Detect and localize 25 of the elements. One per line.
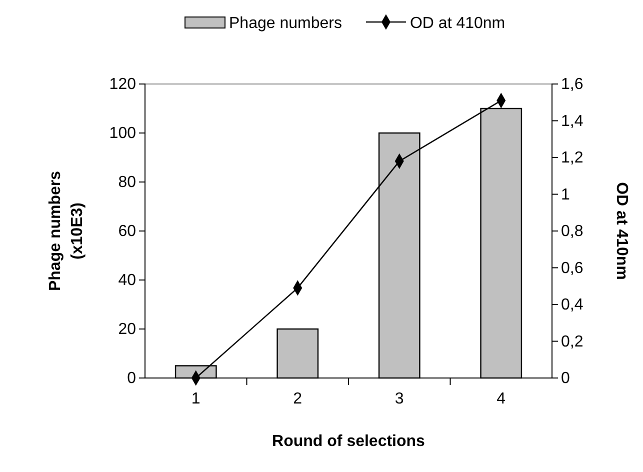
y2-tick-label: 0,6 <box>561 260 584 277</box>
y-tick-label: 20 <box>118 321 136 338</box>
x-tick-label: 3 <box>394 390 404 408</box>
x-tick-label: 1 <box>191 390 200 408</box>
y2-tick-label: 1,2 <box>561 150 584 167</box>
y2-tick-label: 0,2 <box>561 333 584 350</box>
y2-tick-label: 0,4 <box>561 296 584 314</box>
y-tick-label: 100 <box>109 125 136 142</box>
y2-tick-label: 0 <box>561 370 570 388</box>
x-axis-title: Round of selections <box>272 433 426 450</box>
y2-tick-label: 1,6 <box>561 76 584 94</box>
y-tick-label: 80 <box>118 174 136 192</box>
x-tick-label: 2 <box>293 390 302 408</box>
y-axis-title: Phage numbers (x10E3) <box>47 170 86 292</box>
y-tick-label: 40 <box>118 272 136 290</box>
y2-axis-title: OD at 410nm <box>613 182 630 280</box>
y2-tick-label: 0,8 <box>561 223 584 240</box>
y2-tick-label: 1 <box>561 186 570 204</box>
y2-tick-label: 1,4 <box>561 112 584 130</box>
y-tick-label: 0 <box>127 370 136 388</box>
y-tick-label: 120 <box>109 76 136 94</box>
x-tick-label: 4 <box>496 390 506 408</box>
legend-label: Phage numbers <box>229 15 342 32</box>
legend-label: OD at 410nm <box>410 15 506 32</box>
y-tick-label: 60 <box>118 223 136 240</box>
